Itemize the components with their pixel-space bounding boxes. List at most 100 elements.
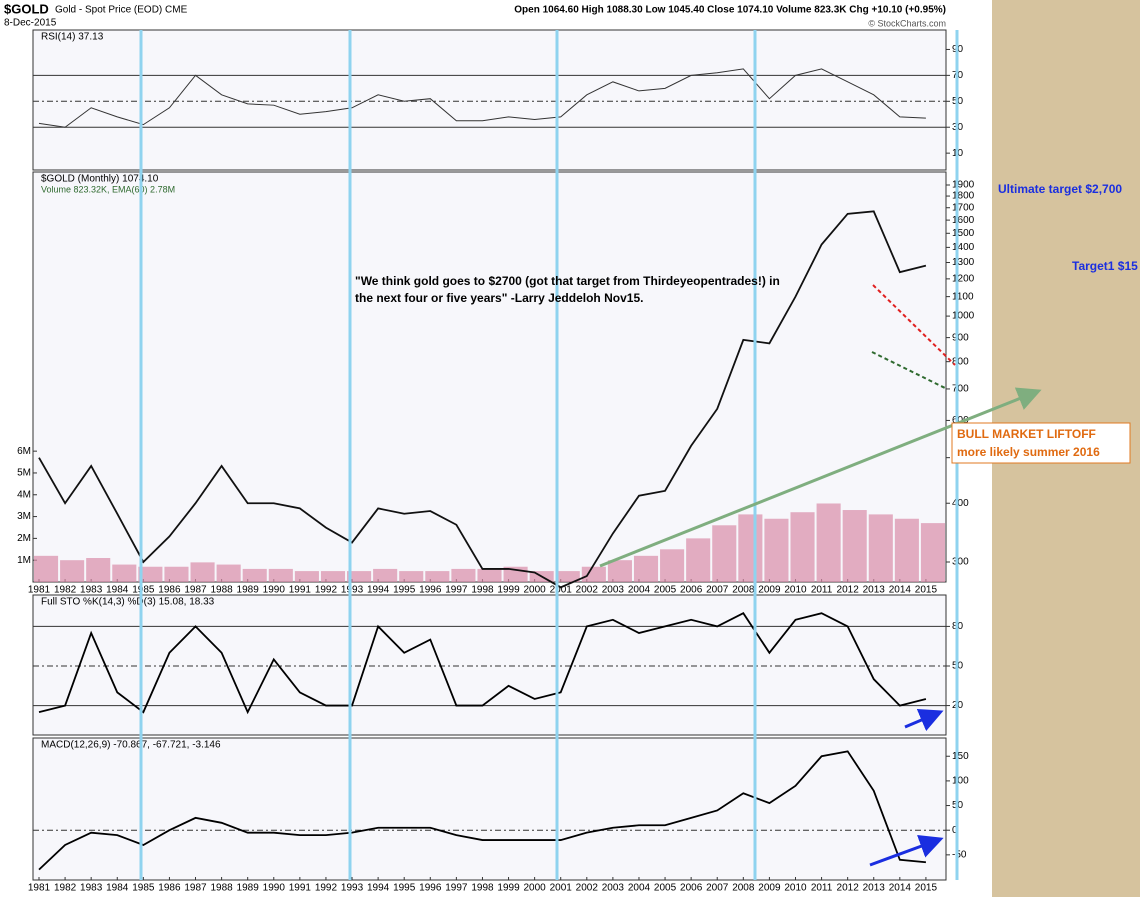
volume-bar bbox=[294, 571, 319, 582]
x-tick-label: 1997 bbox=[445, 585, 468, 596]
x-tick-label: 1993 bbox=[341, 883, 364, 894]
y-tick-label: 700 bbox=[952, 384, 969, 395]
x-tick-label: 1994 bbox=[367, 883, 390, 894]
panel-label: Full STO %K(14,3) %D(3) 15.08, 18.33 bbox=[41, 597, 215, 608]
x-tick-label: 2013 bbox=[863, 585, 886, 596]
panel-label: RSI(14) 37.13 bbox=[41, 32, 104, 43]
volume-bar bbox=[451, 568, 476, 582]
panel-label: $GOLD (Monthly) 1074.10 bbox=[41, 174, 159, 185]
x-tick-label: 1993 bbox=[341, 585, 364, 596]
volume-bar bbox=[920, 523, 945, 582]
x-tick-label: 1987 bbox=[184, 883, 207, 894]
date: 8-Dec-2015 bbox=[4, 18, 57, 29]
x-tick-label: 1981 bbox=[28, 585, 51, 596]
y-tick-label: 0 bbox=[952, 825, 958, 836]
x-tick-label: 1990 bbox=[263, 585, 286, 596]
x-tick-label: 2009 bbox=[758, 883, 781, 894]
y2-tick-label: 6M bbox=[17, 446, 31, 457]
x-tick-label: 2002 bbox=[576, 883, 599, 894]
x-tick-label: 1988 bbox=[210, 883, 233, 894]
box-annotation: BULL MARKET LIFTOFF bbox=[957, 427, 1096, 441]
x-tick-label: 1983 bbox=[80, 883, 103, 894]
x-tick-label: 2011 bbox=[811, 883, 833, 894]
volume-bar bbox=[86, 558, 111, 582]
volume-bar bbox=[712, 525, 737, 582]
volume-bar bbox=[320, 571, 346, 582]
x-tick-label: 1992 bbox=[315, 585, 338, 596]
divergence-arrow bbox=[904, 708, 944, 732]
x-tick-label: 1996 bbox=[419, 585, 442, 596]
x-tick-label: 1984 bbox=[106, 585, 129, 596]
y2-tick-label: 2M bbox=[17, 533, 31, 544]
x-tick-label: 1986 bbox=[158, 585, 181, 596]
y2-tick-label: 3M bbox=[17, 511, 31, 522]
trendline bbox=[599, 387, 1042, 568]
x-tick-label: 1982 bbox=[54, 883, 77, 894]
quote-annotation: the next four or five years" -Larry Jedd… bbox=[355, 291, 643, 305]
volume-bar bbox=[268, 568, 293, 582]
y-tick-label: 1100 bbox=[952, 291, 974, 302]
credit: © StockCharts.com bbox=[868, 18, 946, 28]
x-tick-label: 1998 bbox=[471, 883, 494, 894]
x-tick-label: 1981 bbox=[28, 883, 51, 894]
y-tick-label: 1900 bbox=[952, 180, 975, 191]
target-annotation: Ultimate target $2,700 bbox=[998, 182, 1122, 196]
x-tick-label: 2005 bbox=[654, 883, 677, 894]
resistance-line bbox=[872, 284, 956, 366]
volume-bar bbox=[816, 503, 841, 582]
line bbox=[38, 68, 926, 128]
x-tick-label: 1991 bbox=[289, 883, 312, 894]
volume-bar bbox=[633, 555, 659, 582]
x-tick-label: 1991 bbox=[289, 585, 312, 596]
x-tick-label: 2007 bbox=[706, 585, 729, 596]
x-tick-label: 1994 bbox=[367, 585, 390, 596]
x-tick-label: 2003 bbox=[602, 585, 625, 596]
x-tick-label: 1995 bbox=[393, 585, 416, 596]
volume-bar bbox=[477, 568, 502, 582]
x-tick-label: 1984 bbox=[106, 883, 129, 894]
y-tick-label: 1500 bbox=[952, 228, 975, 239]
y-tick-label: 1400 bbox=[952, 242, 975, 253]
x-tick-label: 2010 bbox=[784, 585, 807, 596]
volume-bar bbox=[660, 549, 685, 582]
x-tick-label: 2001 bbox=[550, 585, 573, 596]
annotation-box bbox=[951, 422, 1131, 464]
volume-bar bbox=[555, 571, 580, 582]
x-tick-label: 2001 bbox=[550, 883, 573, 894]
panels: 1030507090RSI(14) 37.1330040050060070080… bbox=[17, 29, 975, 894]
y-tick-label: 1000 bbox=[952, 311, 975, 322]
x-tick-label: 1986 bbox=[158, 883, 181, 894]
sublabel: Volume 823.32K, EMA(60) 2.78M bbox=[41, 184, 175, 194]
x-tick-label: 1985 bbox=[132, 883, 155, 894]
x-tick-label: 1988 bbox=[210, 585, 233, 596]
x-tick-label: 2003 bbox=[602, 883, 625, 894]
description: Gold - Spot Price (EOD) CME bbox=[55, 5, 188, 16]
quote-annotation: "We think gold goes to $2700 (got that t… bbox=[355, 274, 780, 288]
x-tick-label: 2005 bbox=[654, 585, 677, 596]
y2-tick-label: 4M bbox=[17, 489, 31, 500]
y-tick-label: 100 bbox=[952, 776, 969, 787]
y2-tick-label: 1M bbox=[17, 555, 31, 566]
volume-bar bbox=[216, 564, 241, 582]
symbol: $GOLD bbox=[4, 1, 49, 16]
x-tick-label: 1989 bbox=[237, 585, 260, 596]
volume-bar bbox=[138, 566, 163, 582]
x-tick-label: 2004 bbox=[628, 883, 651, 894]
y-tick-label: -50 bbox=[952, 849, 967, 860]
volume-bar bbox=[242, 568, 267, 582]
volume-bar bbox=[607, 560, 632, 582]
quote: Open 1064.60 High 1088.30 Low 1045.40 Cl… bbox=[514, 5, 946, 16]
x-tick-label: 2015 bbox=[915, 883, 938, 894]
y-tick-label: 150 bbox=[952, 751, 969, 762]
x-tick-label: 1983 bbox=[80, 585, 103, 596]
x-tick-label: 2006 bbox=[680, 883, 703, 894]
x-tick-label: 2013 bbox=[863, 883, 886, 894]
panel bbox=[32, 29, 947, 171]
y-tick-label: 1700 bbox=[952, 202, 975, 213]
volume-bar bbox=[686, 538, 711, 582]
volume-bar bbox=[373, 568, 398, 582]
volume-bar bbox=[190, 562, 215, 582]
y-tick-label: 800 bbox=[952, 356, 969, 367]
volume-bar bbox=[738, 514, 763, 582]
